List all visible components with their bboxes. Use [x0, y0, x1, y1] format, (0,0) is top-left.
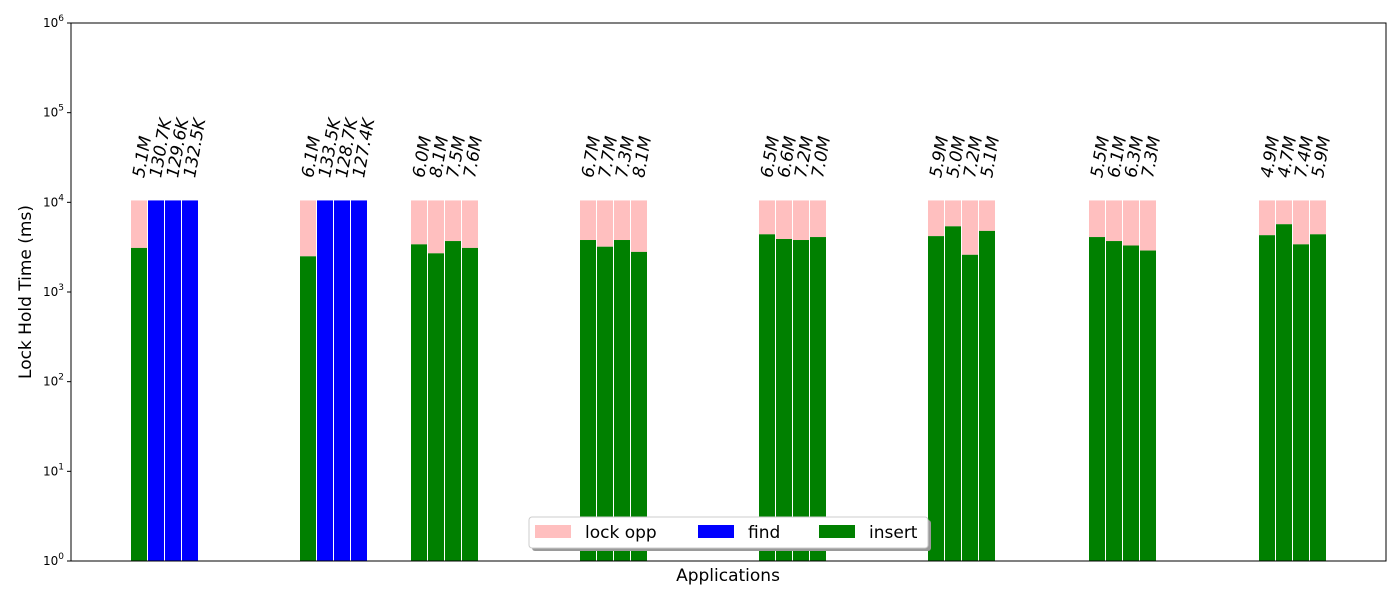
y-tick-label: 102: [43, 373, 64, 389]
bar-insert: [793, 240, 809, 561]
bar-lock-opp: [614, 200, 630, 241]
bar-lock-opp: [1089, 200, 1105, 238]
bar-insert: [1293, 244, 1309, 561]
bar-lock-opp: [631, 200, 647, 252]
bar-find: [148, 200, 164, 562]
bar-insert: [759, 234, 775, 561]
bar-lock-opp: [1106, 200, 1122, 242]
legend-swatch: [698, 525, 734, 538]
bar-insert: [580, 240, 596, 561]
bar-lock-opp: [597, 200, 613, 247]
bar-insert: [300, 256, 316, 561]
bar-insert: [631, 251, 647, 561]
bar-lock-opp: [759, 200, 775, 235]
bar-lock-opp: [928, 200, 944, 237]
bar-lock-opp: [1276, 200, 1292, 225]
y-axis: 100 101 102 103 104 105 106: [43, 14, 71, 568]
bar-insert: [1276, 224, 1292, 562]
bar-insert: [776, 239, 792, 561]
plot-frame: [70, 22, 1387, 562]
bar-insert: [614, 240, 630, 561]
bar-find: [165, 200, 181, 562]
bar-lock-opp: [580, 200, 596, 241]
bar-lock-opp: [1140, 200, 1156, 251]
bar-lock-opp: [962, 200, 978, 255]
bar-insert: [945, 226, 961, 562]
bar-lock-opp: [462, 200, 478, 248]
bar-find: [182, 200, 198, 562]
bar-lock-opp: [776, 200, 792, 240]
bar-lock-opp: [979, 200, 995, 231]
bar-insert: [962, 254, 978, 562]
bar-lock-opp: [428, 200, 444, 254]
bar-insert: [1123, 245, 1139, 561]
bar-lock-opp: [131, 200, 147, 248]
bar-lock-opp: [1123, 200, 1139, 246]
bar-find: [317, 200, 333, 562]
bars-layer: [131, 200, 1326, 562]
y-tick-label: 106: [43, 14, 64, 30]
bar-insert: [1310, 234, 1326, 561]
x-axis-title: Applications: [676, 566, 780, 586]
bar-insert: [597, 246, 613, 561]
y-axis-title: Lock Hold Time (ms): [16, 205, 36, 379]
bar-insert: [1106, 241, 1122, 561]
bar-insert: [810, 237, 826, 561]
legend-label: lock opp: [585, 523, 657, 543]
legend-label: find: [748, 523, 780, 543]
bar-lock-opp: [300, 200, 316, 257]
bar-lock-opp: [411, 200, 427, 245]
bar-insert: [428, 253, 444, 561]
bar-lock-opp: [793, 200, 809, 241]
bar-find: [351, 200, 367, 562]
bar-find: [334, 200, 350, 562]
bar-insert: [1259, 235, 1275, 562]
legend-swatch: [819, 525, 855, 538]
legend: lock opp find insert: [528, 516, 931, 551]
legend-label: insert: [869, 523, 918, 543]
bar-insert: [928, 236, 944, 562]
y-tick-label: 104: [43, 193, 64, 209]
bar-insert: [131, 247, 147, 562]
legend-swatch: [535, 525, 571, 538]
bar-lock-opp: [945, 200, 961, 227]
bar-insert: [445, 241, 461, 561]
bar-insert: [979, 230, 995, 561]
bar-insert: [411, 244, 427, 561]
y-tick-label: 105: [43, 104, 64, 120]
bar-lock-opp: [1293, 200, 1309, 245]
bar-insert: [1140, 250, 1156, 561]
bar-insert: [462, 247, 478, 562]
bar-lock-opp: [1310, 200, 1326, 235]
y-tick-label: 100: [43, 552, 64, 568]
y-tick-label: 103: [43, 283, 64, 299]
bar-lock-opp: [445, 200, 461, 242]
bar-lock-opp: [810, 200, 826, 238]
bar-insert: [1089, 237, 1105, 561]
bar-lock-opp: [1259, 200, 1275, 236]
y-tick-label: 101: [43, 462, 64, 478]
